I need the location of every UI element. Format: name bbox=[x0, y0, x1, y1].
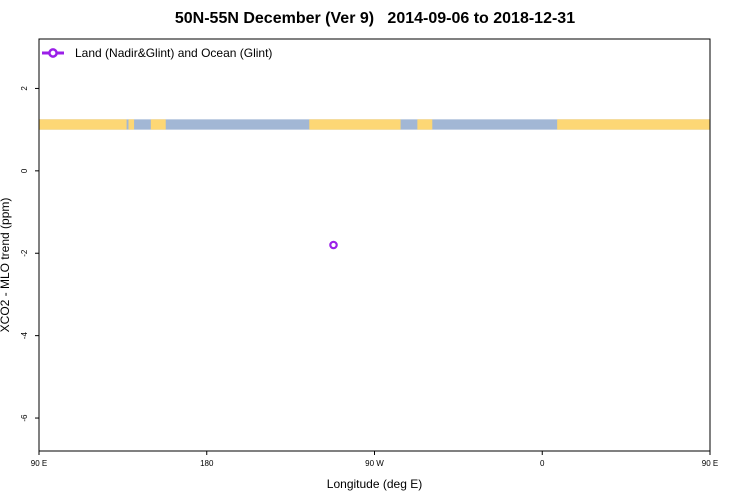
land-mask-band bbox=[39, 119, 710, 130]
data-point bbox=[329, 240, 338, 250]
legend-circle-marker bbox=[48, 48, 58, 58]
y-axis-label: XCO2 - MLO trend (ppm) bbox=[0, 198, 12, 333]
chart-title: 50N-55N December (Ver 9) 2014-09-06 to 2… bbox=[174, 10, 576, 27]
x-tick-label: 90 E bbox=[31, 459, 47, 468]
data-points bbox=[329, 240, 338, 250]
y-axis: 2 0 -2 -4 -6 bbox=[20, 86, 39, 422]
x-tick-label: 90 W bbox=[365, 459, 384, 468]
y-tick-label: -2 bbox=[20, 249, 29, 257]
x-axis-label: Longitude (deg E) bbox=[327, 477, 422, 491]
legend: Land (Nadir&Glint) and Ocean (Glint) bbox=[42, 46, 272, 60]
x-tick-label: 180 bbox=[200, 459, 214, 468]
x-tick-label: 0 bbox=[540, 459, 545, 468]
land-segment bbox=[417, 119, 433, 130]
y-tick-label: -4 bbox=[20, 332, 29, 340]
y-tick-label: -6 bbox=[20, 414, 29, 422]
land-segment bbox=[39, 119, 127, 130]
x-axis: 90 E 180 90 W 0 90 E bbox=[31, 451, 718, 468]
y-tick-label: 0 bbox=[20, 168, 29, 173]
legend-entry-label: Land (Nadir&Glint) and Ocean (Glint) bbox=[75, 46, 272, 60]
plot-frame bbox=[38, 38, 711, 452]
x-tick-label: 90 E bbox=[702, 459, 718, 468]
y-tick-label: 2 bbox=[20, 86, 29, 91]
land-segment bbox=[557, 119, 710, 130]
land-segment bbox=[128, 119, 135, 130]
land-segment bbox=[150, 119, 166, 130]
land-segment bbox=[309, 119, 401, 130]
